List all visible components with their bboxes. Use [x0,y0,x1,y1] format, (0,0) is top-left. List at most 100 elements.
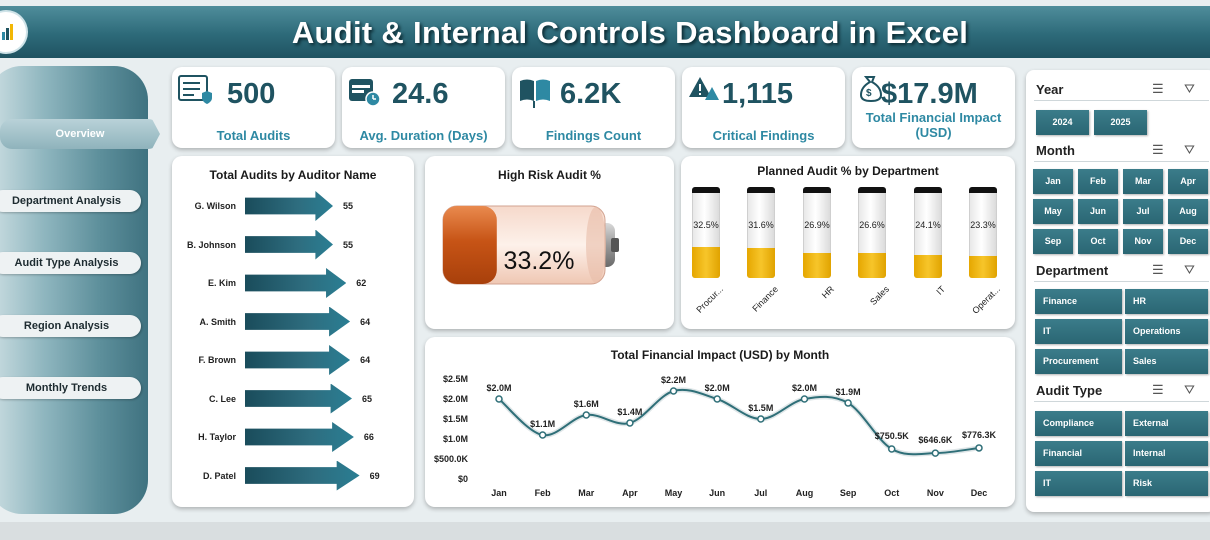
calendar-clock-icon [348,75,382,112]
auditor-name-label: H. Taylor [198,432,236,442]
y-tick-label: $1.0M [443,434,468,444]
multi-select-icon[interactable]: ☰ [1152,382,1164,397]
slicer-item-jun[interactable]: Jun [1078,199,1118,224]
sidebar-item-department-analysis[interactable]: Department Analysis [0,190,141,212]
data-label: $1.4M [617,407,642,417]
y-tick-label: $0 [458,474,468,484]
slicer-item-may[interactable]: May [1033,199,1073,224]
slicer-item-financial[interactable]: Financial [1035,441,1122,466]
data-point [713,395,721,403]
planned-value-label: 32.5% [693,220,719,230]
slicer-item-sep[interactable]: Sep [1033,229,1073,254]
slicer-item-internal[interactable]: Internal [1125,441,1208,466]
slicer-item-aug[interactable]: Aug [1168,199,1208,224]
audit-list-icon [178,75,212,110]
slicer-item-operations[interactable]: Operations [1125,319,1208,344]
slicer-item-sales[interactable]: Sales [1125,349,1208,374]
data-point [757,415,765,423]
kpi-total-audits: 500 Total Audits [172,67,335,148]
auditor-name-label: A. Smith [199,316,236,327]
data-label: $2.0M [705,383,730,393]
data-point [931,449,940,457]
data-point [626,419,634,427]
slicer-item-dec[interactable]: Dec [1168,229,1208,254]
planned-bar [969,255,997,278]
series-line [498,388,980,456]
planned-tube: 23.3% [969,187,997,278]
clear-filter-icon[interactable]: ⛛ [1184,382,1195,397]
slicer-item-jul[interactable]: Jul [1123,199,1163,224]
sidebar-item-overview[interactable]: Overview [0,119,160,149]
planned-bar [914,255,942,278]
department-label: HR [819,284,837,301]
multi-select-icon[interactable]: ☰ [1152,81,1164,96]
planned-bar [692,247,720,278]
multi-select-icon[interactable]: ☰ [1152,142,1164,157]
data-label: $776.3K [962,430,997,440]
battery-fill [443,206,497,284]
auditor-bar [245,229,333,260]
slicer-item-apr[interactable]: Apr [1168,169,1208,194]
slicer-item-2025[interactable]: 2025 [1094,110,1147,135]
y-tick-label: $2.5M [443,374,468,384]
kpi-label: Findings Count [545,128,642,143]
planned-value-label: 23.3% [970,220,996,230]
slicer-item-hr[interactable]: HR [1125,289,1208,314]
planned-value-label: 24.1% [915,220,941,230]
tube-cap [969,187,997,193]
slicer-item-risk[interactable]: Risk [1125,471,1208,496]
data-point [975,444,983,452]
department-label: Operat... [970,284,1003,316]
data-label: $1.6M [574,399,599,409]
sidebar-item-monthly-trends[interactable]: Monthly Trends [0,377,141,399]
slicer-item-oct[interactable]: Oct [1078,229,1118,254]
impact-line-plot: $2.5M $2.0M $1.5M $1.0M $500.0K $0 $2.0M Jan $1.… [434,374,997,498]
slicer-title-month: Month [1036,143,1075,158]
x-tick-label: Mar [578,488,595,498]
y-tick-label: $500.0K [434,454,469,464]
auditor-name-label: F. Brown [198,355,237,365]
header-banner: Audit & Internal Controls Dashboard in E… [0,6,1210,58]
slicer-item-2024[interactable]: 2024 [1036,110,1089,135]
slicer-item-it[interactable]: IT [1035,319,1122,344]
clear-filter-icon[interactable]: ⛛ [1184,262,1195,277]
x-tick-label: Feb [535,488,552,498]
clear-filter-icon[interactable]: ⛛ [1184,142,1195,157]
x-tick-label: Dec [971,488,988,498]
tube-cap [858,187,886,193]
x-tick-label: Aug [796,488,814,498]
multi-select-icon[interactable]: ☰ [1152,262,1164,277]
slicer-item-finance[interactable]: Finance [1035,289,1122,314]
clear-filter-icon[interactable]: ⛛ [1184,81,1195,96]
slicer-item-it[interactable]: IT [1035,471,1122,496]
financial-impact-chart: Total Financial Impact (USD) by Month $2… [425,337,1015,507]
data-point [582,411,591,419]
slicer-item-procurement[interactable]: Procurement [1035,349,1122,374]
slicer-item-feb[interactable]: Feb [1078,169,1118,194]
kpi-financial-impact: $ $17.9M Total Financial Impact (USD) [852,67,1015,148]
data-point [538,431,547,439]
slicer-item-nov[interactable]: Nov [1123,229,1163,254]
data-label: $1.1M [530,419,555,429]
slicer-divider [1034,100,1209,101]
slicer-item-compliance[interactable]: Compliance [1035,411,1122,436]
slicer-divider [1034,401,1209,402]
planned-audit-chart: Planned Audit % by Department 32.5% Procu… [681,156,1015,329]
slicer-item-external[interactable]: External [1125,411,1208,436]
auditor-bar [245,422,354,452]
data-label: $2.0M [486,383,511,393]
slicer-item-jan[interactable]: Jan [1033,169,1073,194]
x-tick-label: Nov [927,488,944,498]
slicer-item-mar[interactable]: Mar [1123,169,1163,194]
auditor-bar [245,268,347,298]
x-tick-label: Sep [840,488,857,498]
auditor-value-label: 65 [362,393,373,404]
kpi-critical-findings: 1,115 Critical Findings [682,67,845,148]
x-tick-label: Apr [622,488,638,498]
kpi-avg-duration: 24.6 Avg. Duration (Days) [342,67,505,148]
chart-title: Total Financial Impact (USD) by Month [610,348,830,362]
sidebar-item-audit-type-analysis[interactable]: Audit Type Analysis [0,252,141,274]
slicer-title-year: Year [1036,82,1064,97]
sidebar-item-region-analysis[interactable]: Region Analysis [0,315,141,337]
x-tick-label: May [665,488,683,498]
